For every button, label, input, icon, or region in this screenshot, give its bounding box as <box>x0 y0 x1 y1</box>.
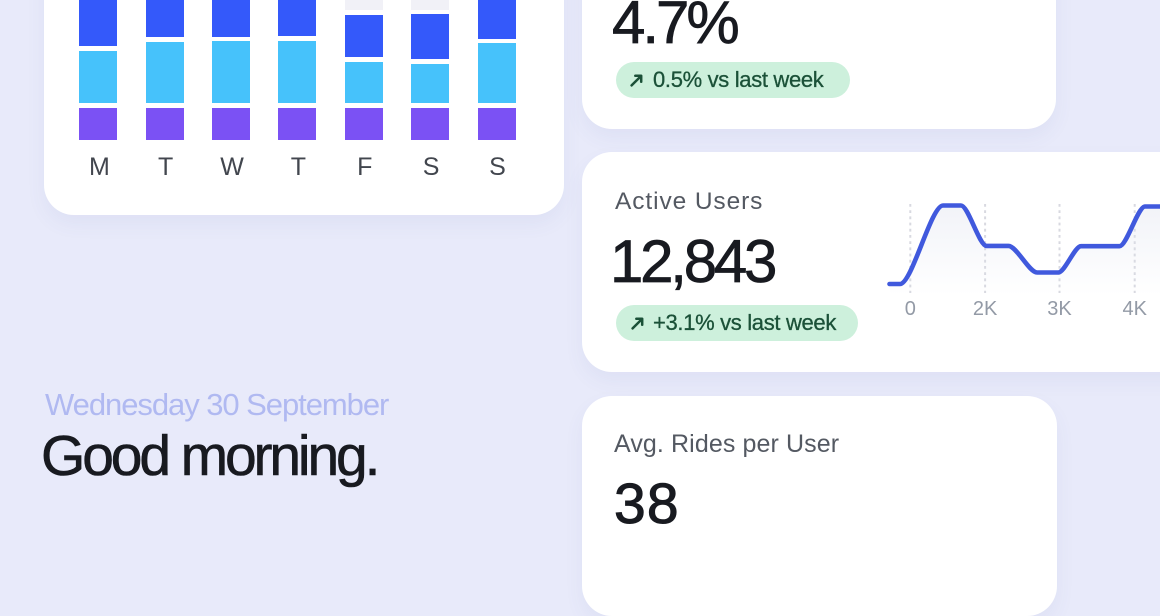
svg-text:4K: 4K <box>1122 298 1147 320</box>
svg-text:2K: 2K <box>973 298 998 320</box>
svg-text:0: 0 <box>905 298 916 320</box>
svg-text:3K: 3K <box>1047 298 1072 320</box>
